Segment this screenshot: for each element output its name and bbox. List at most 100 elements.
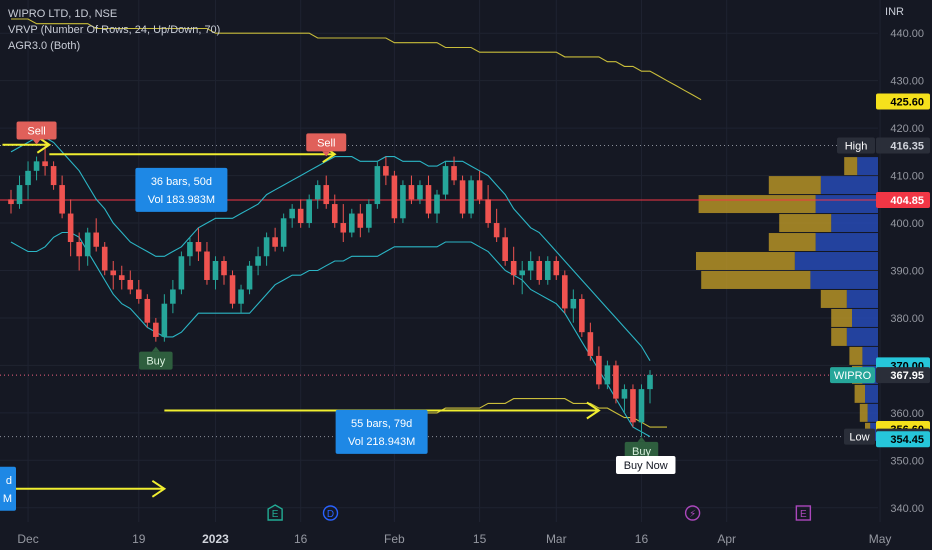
candle[interactable] — [502, 227, 508, 266]
symbol-title[interactable]: WIPRO LTD, 1D, NSE — [8, 8, 118, 20]
candle[interactable] — [579, 294, 585, 337]
price-axis-label[interactable]: 404.85 — [876, 192, 930, 209]
candle[interactable] — [221, 256, 227, 285]
candle[interactable] — [613, 360, 619, 404]
candle[interactable] — [417, 180, 423, 205]
candle[interactable] — [647, 370, 653, 404]
arrow-drawing[interactable] — [49, 145, 337, 164]
candle[interactable] — [425, 175, 432, 219]
candle[interactable] — [391, 170, 398, 224]
candle[interactable] — [596, 346, 602, 390]
chart-legend[interactable]: WIPRO LTD, 1D, NSE VRVP (Number Of Rows,… — [8, 6, 220, 54]
range-measure-box[interactable]: 55 bars, 79d Vol 218.943M — [335, 409, 428, 454]
candle[interactable] — [510, 246, 517, 285]
candle[interactable] — [493, 208, 500, 243]
price-axis-label[interactable]: 367.95 WIPRO — [830, 367, 930, 384]
candle[interactable] — [289, 204, 295, 228]
candle[interactable] — [110, 261, 117, 290]
bollinger-lower-line[interactable] — [10, 231, 651, 438]
candle[interactable] — [263, 232, 270, 266]
candle[interactable] — [170, 279, 176, 314]
candle[interactable] — [562, 270, 568, 314]
signal-buy-label[interactable]: Buy — [139, 346, 173, 370]
range-measure-box[interactable]: dM — [0, 466, 16, 511]
candle[interactable] — [84, 227, 91, 266]
candle[interactable] — [323, 175, 330, 209]
candle[interactable] — [8, 189, 14, 214]
candle[interactable] — [153, 317, 159, 342]
candle[interactable] — [357, 204, 364, 238]
price-axis-label[interactable]: 354.45 — [876, 431, 930, 448]
candle[interactable] — [195, 227, 202, 261]
candle[interactable] — [178, 251, 185, 295]
candle[interactable] — [459, 175, 466, 219]
candle[interactable] — [67, 199, 74, 257]
price-axis-label[interactable]: 425.60 — [876, 93, 930, 110]
candle[interactable] — [451, 156, 457, 186]
candle[interactable] — [16, 175, 23, 209]
range-measure-box[interactable]: 36 bars, 50d Vol 183.983M — [135, 167, 228, 212]
candle[interactable] — [366, 199, 372, 233]
candle[interactable] — [127, 270, 134, 295]
candle[interactable] — [76, 232, 82, 271]
candle[interactable] — [340, 204, 347, 243]
arrow-drawing[interactable] — [2, 479, 167, 498]
candle[interactable] — [246, 261, 253, 295]
candle[interactable] — [553, 256, 560, 280]
candle[interactable] — [314, 180, 321, 209]
candle[interactable] — [229, 270, 236, 309]
indicator-agr-label[interactable]: AGR3.0 (Both) — [8, 40, 81, 52]
signal-buy-label[interactable]: Buy — [624, 436, 659, 460]
candle[interactable] — [468, 175, 474, 219]
candle[interactable] — [238, 284, 244, 314]
candle[interactable] — [485, 185, 491, 228]
candle[interactable] — [442, 161, 449, 200]
event-marker-icon[interactable]: ⚡ — [684, 505, 701, 521]
event-marker-icon[interactable]: E — [267, 504, 283, 521]
candle[interactable] — [93, 218, 99, 252]
candle[interactable] — [638, 384, 645, 437]
candle[interactable] — [408, 175, 415, 205]
candle[interactable] — [383, 156, 389, 186]
candle[interactable] — [536, 256, 543, 285]
y-axis[interactable]: 340.00350.00360.00370.00380.00390.00400.… — [830, 28, 930, 515]
indicator-vrvp-label[interactable]: VRVP (Number Of Rows, 24, Up/Down, 70) — [8, 24, 221, 36]
plot-area[interactable]: 36 bars, 50d Vol 183.983M 55 bars, 79d Vol … — [0, 18, 878, 511]
candles[interactable] — [8, 142, 653, 437]
candle[interactable] — [33, 156, 40, 181]
candle[interactable] — [621, 384, 628, 413]
candle[interactable] — [204, 242, 210, 285]
event-marker-icon[interactable]: D — [322, 505, 339, 521]
candle[interactable] — [476, 170, 483, 205]
candle[interactable] — [255, 246, 261, 276]
candle[interactable] — [527, 251, 534, 280]
candle[interactable] — [280, 213, 287, 252]
signal-sell-label[interactable]: Sell — [306, 133, 347, 157]
candle[interactable] — [570, 289, 577, 323]
candle[interactable] — [25, 161, 31, 200]
candle[interactable] — [297, 199, 304, 228]
candle[interactable] — [144, 294, 151, 328]
price-axis-label[interactable]: 416.35 High — [837, 137, 930, 154]
agr-upper-line[interactable] — [11, 18, 702, 101]
candle[interactable] — [118, 265, 125, 290]
candle[interactable] — [400, 180, 406, 224]
candle[interactable] — [50, 161, 57, 190]
candle[interactable] — [136, 279, 142, 304]
candle[interactable] — [272, 227, 278, 252]
candle[interactable] — [587, 322, 594, 361]
event-marker-icon[interactable]: E — [795, 505, 812, 521]
candle[interactable] — [349, 208, 355, 238]
signal-buy-now-label[interactable]: Buy Now — [615, 456, 676, 475]
candle[interactable] — [306, 194, 312, 228]
signal-sell-label[interactable]: Sell — [16, 121, 57, 145]
candle[interactable] — [212, 256, 219, 290]
candle[interactable] — [604, 360, 611, 390]
candle[interactable] — [434, 189, 440, 224]
candle[interactable] — [630, 384, 636, 428]
candle[interactable] — [59, 175, 65, 219]
candle[interactable] — [161, 294, 168, 342]
x-axis[interactable]: Dec19202316Feb15Mar16AprMay16 — [17, 532, 932, 546]
candle[interactable] — [519, 261, 525, 295]
